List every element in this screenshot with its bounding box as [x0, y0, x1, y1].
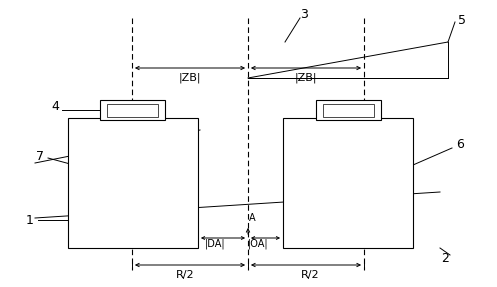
Text: A: A: [248, 213, 255, 223]
Bar: [100, 100, 165, 120]
Text: 6: 6: [456, 139, 464, 152]
Text: |DA|: |DA|: [205, 239, 225, 249]
Text: R/2: R/2: [301, 270, 319, 280]
Bar: [323, 104, 374, 117]
Text: 1: 1: [26, 214, 34, 226]
Text: 3: 3: [300, 9, 308, 22]
Text: |ZB|: |ZB|: [295, 73, 317, 83]
Bar: [68, 118, 198, 248]
Text: |OA|: |OA|: [248, 239, 268, 249]
Bar: [316, 100, 381, 120]
Text: 4: 4: [51, 100, 59, 113]
Text: 7: 7: [36, 150, 44, 164]
Text: |ZB|: |ZB|: [179, 73, 201, 83]
Text: 5: 5: [458, 13, 466, 26]
Text: R/2: R/2: [175, 270, 194, 280]
Text: 2: 2: [441, 251, 449, 265]
Bar: [107, 104, 158, 117]
Bar: [283, 118, 413, 248]
